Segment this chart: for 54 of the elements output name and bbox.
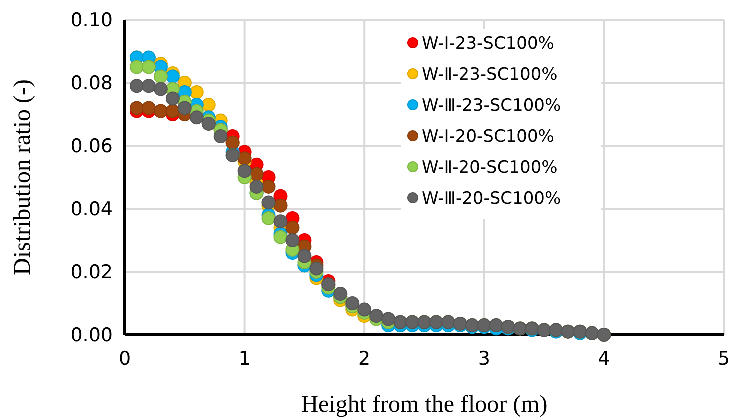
- point: [202, 98, 216, 112]
- point: [190, 110, 204, 125]
- x-tick-label: 3: [478, 348, 490, 370]
- y-tick-label: 0.06: [70, 136, 113, 158]
- y-tick-label: 0.00: [70, 324, 113, 347]
- point: [214, 130, 228, 144]
- point: [166, 92, 180, 106]
- y-tick-label: 0.02: [70, 262, 113, 284]
- point: [274, 214, 288, 229]
- point: [238, 164, 252, 178]
- y-tick-label: 0.10: [70, 10, 113, 32]
- legend-label: W-Ⅰ-20-SC100%: [422, 126, 554, 147]
- point: [166, 104, 180, 118]
- point: [310, 262, 324, 276]
- x-tick-label: 0: [118, 348, 132, 370]
- point: [274, 230, 288, 244]
- point: [274, 198, 288, 213]
- point: [154, 82, 168, 96]
- point: [262, 180, 276, 194]
- x-tick-label: 1: [238, 348, 251, 370]
- x-tick-label: 4: [598, 348, 610, 370]
- point: [130, 79, 144, 94]
- point: [298, 249, 312, 264]
- point: [262, 211, 276, 226]
- point: [190, 85, 204, 100]
- x-tick-label: 5: [718, 348, 730, 370]
- legend-label: W-Ⅲ-23-SC100%: [422, 96, 562, 116]
- point: [286, 234, 300, 248]
- legend-label: W-Ⅱ-20-SC100%: [422, 158, 558, 178]
- point: [142, 79, 156, 94]
- point: [238, 152, 252, 166]
- y-axis-title: Distribution ratio (-): [10, 80, 36, 276]
- legend-label: W-Ⅲ-20-SC100%: [422, 188, 562, 209]
- point: [370, 309, 384, 324]
- x-tick-label: 2: [358, 348, 371, 370]
- point: [130, 101, 144, 116]
- y-tick-label: 0.08: [70, 72, 113, 95]
- y-tick-label: 0.04: [70, 198, 113, 221]
- legend-label: W-Ⅱ-23-SC100%: [422, 64, 558, 85]
- x-axis-title: Height from the floor (m): [301, 392, 548, 418]
- point: [346, 296, 360, 310]
- point: [142, 101, 156, 116]
- point: [382, 312, 396, 326]
- point: [262, 196, 276, 210]
- point: [178, 101, 192, 116]
- point: [334, 287, 348, 302]
- point: [142, 60, 156, 74]
- point: [130, 60, 144, 74]
- legend-label: W-Ⅰ-23-SC100%: [422, 34, 554, 54]
- point: [358, 302, 372, 317]
- point: [250, 180, 264, 194]
- point: [154, 70, 168, 84]
- point: [166, 70, 180, 84]
- point: [286, 220, 300, 235]
